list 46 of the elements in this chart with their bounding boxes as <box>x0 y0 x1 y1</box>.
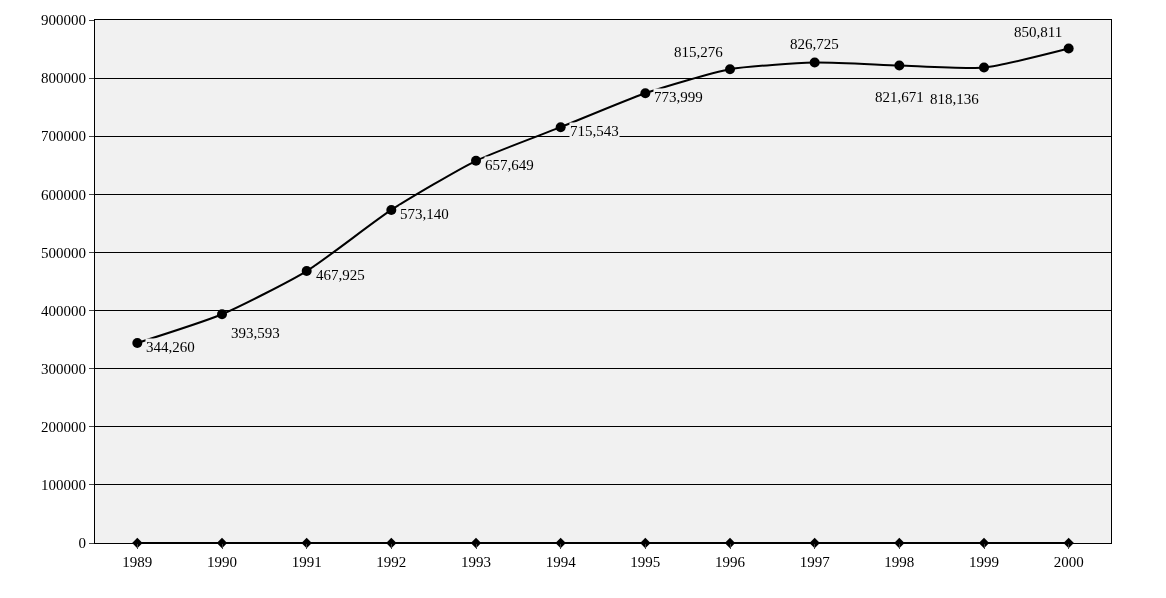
y-tick-label: 0 <box>78 535 86 552</box>
data-label: 850,811 <box>1014 24 1063 40</box>
data-label: 657,649 <box>485 157 534 173</box>
x-tick-label: 1993 <box>461 554 491 570</box>
y-tick-label: 100000 <box>41 477 86 494</box>
y-tick-label: 600000 <box>41 186 86 203</box>
x-tick-label: 1997 <box>799 554 831 570</box>
data-label: 467,925 <box>316 267 365 283</box>
data-label: 715,543 <box>570 123 619 139</box>
x-tick-label: 1999 <box>969 554 999 570</box>
point <box>1063 43 1074 54</box>
point <box>217 309 227 320</box>
point <box>894 60 905 71</box>
y-tick-label: 500000 <box>41 244 86 261</box>
data-label: 773,999 <box>654 89 703 105</box>
y-tick-label: 700000 <box>41 128 86 145</box>
point <box>132 337 143 348</box>
x-tick-label: 1994 <box>545 554 577 570</box>
y-tick-label: 300000 <box>41 360 86 377</box>
x-tick-label: 1991 <box>291 554 322 570</box>
point <box>809 57 820 68</box>
point <box>301 266 312 277</box>
point <box>386 204 397 215</box>
data-label: 573,140 <box>400 206 449 222</box>
x-tick-label: 1990 <box>207 554 237 570</box>
point <box>725 64 735 75</box>
x-tick-label: 1995 <box>630 554 661 570</box>
point <box>640 88 651 99</box>
data-label: 393,593 <box>231 325 280 341</box>
data-label: 818,136 <box>930 91 980 107</box>
x-tick-label: 1998 <box>884 554 915 570</box>
data-label: 344,260 <box>146 339 195 355</box>
data-label: 821,671 <box>875 89 924 105</box>
y-tick-label: 200000 <box>41 419 86 436</box>
point <box>979 62 989 73</box>
data-label: 826,725 <box>790 36 839 52</box>
data-label: 815,276 <box>674 44 724 60</box>
x-tick-label: 1996 <box>715 554 746 570</box>
y-tick-label: 400000 <box>41 302 86 319</box>
y-tick-label: 800000 <box>41 70 86 87</box>
x-tick-label: 1992 <box>376 554 407 570</box>
x-tick-label: 1989 <box>122 554 153 570</box>
y-tick-label: 900000 <box>41 12 86 29</box>
point <box>471 155 481 166</box>
point <box>555 122 566 133</box>
x-tick-label: 2000 <box>1053 554 1084 570</box>
